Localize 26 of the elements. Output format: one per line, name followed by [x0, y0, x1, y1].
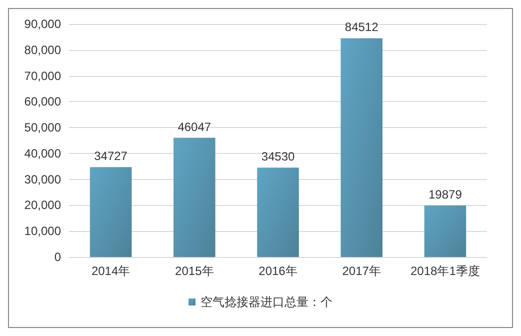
bar: [90, 167, 132, 257]
x-tick-label: 2017年: [342, 264, 381, 278]
bar: [174, 138, 216, 257]
y-tick-label: 40,000: [24, 146, 62, 160]
bar: [424, 206, 466, 257]
y-tick-label: 60,000: [24, 94, 62, 109]
y-tick-label: 0: [54, 250, 62, 264]
y-tick-label: 70,000: [24, 68, 62, 83]
x-tick-label: 2018年1季度: [410, 264, 480, 278]
bar: [257, 168, 299, 257]
y-tick-label: 80,000: [24, 42, 62, 57]
x-tick-label: 2014年: [91, 264, 130, 278]
bar: [340, 38, 382, 257]
data-label: 34530: [261, 150, 296, 164]
y-tick-label: 10,000: [24, 224, 62, 238]
data-label: 84512: [344, 20, 379, 34]
x-tick-label: 2015年: [175, 264, 214, 278]
data-label: 34727: [94, 149, 128, 164]
y-tick-label: 50,000: [24, 120, 62, 135]
y-tick-label: 90,000: [24, 17, 62, 31]
legend-label: 空气捻接器进口总量：个: [200, 295, 332, 309]
data-label: 46047: [178, 120, 212, 134]
y-tick-label: 20,000: [24, 198, 62, 212]
x-tick-label: 2016年: [258, 264, 298, 278]
data-label: 19879: [428, 188, 462, 202]
y-tick-label: 30,000: [24, 172, 62, 186]
